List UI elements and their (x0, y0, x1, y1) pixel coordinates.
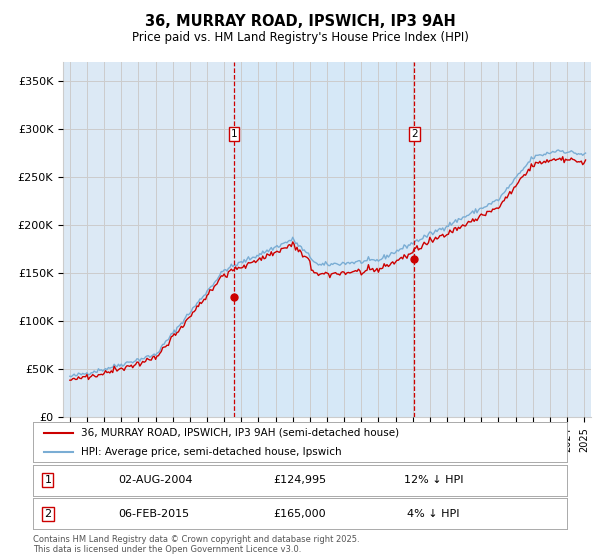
Bar (234, 62, 414, 417)
Text: 4% ↓ HPI: 4% ↓ HPI (407, 509, 460, 519)
Text: Contains HM Land Registry data © Crown copyright and database right 2025.
This d: Contains HM Land Registry data © Crown c… (33, 535, 359, 554)
Text: HPI: Average price, semi-detached house, Ipswich: HPI: Average price, semi-detached house,… (81, 447, 341, 457)
Text: 36, MURRAY ROAD, IPSWICH, IP3 9AH (semi-detached house): 36, MURRAY ROAD, IPSWICH, IP3 9AH (semi-… (81, 428, 399, 438)
Text: 1: 1 (44, 475, 52, 485)
Text: 2: 2 (44, 509, 52, 519)
Text: 36, MURRAY ROAD, IPSWICH, IP3 9AH: 36, MURRAY ROAD, IPSWICH, IP3 9AH (145, 14, 455, 29)
Text: 2: 2 (411, 129, 418, 139)
Text: 12% ↓ HPI: 12% ↓ HPI (404, 475, 463, 485)
Text: 06-FEB-2015: 06-FEB-2015 (118, 509, 190, 519)
Text: £124,995: £124,995 (274, 475, 326, 485)
Text: Price paid vs. HM Land Registry's House Price Index (HPI): Price paid vs. HM Land Registry's House … (131, 31, 469, 44)
Text: 1: 1 (231, 129, 238, 139)
Text: £165,000: £165,000 (274, 509, 326, 519)
Text: 02-AUG-2004: 02-AUG-2004 (118, 475, 193, 485)
